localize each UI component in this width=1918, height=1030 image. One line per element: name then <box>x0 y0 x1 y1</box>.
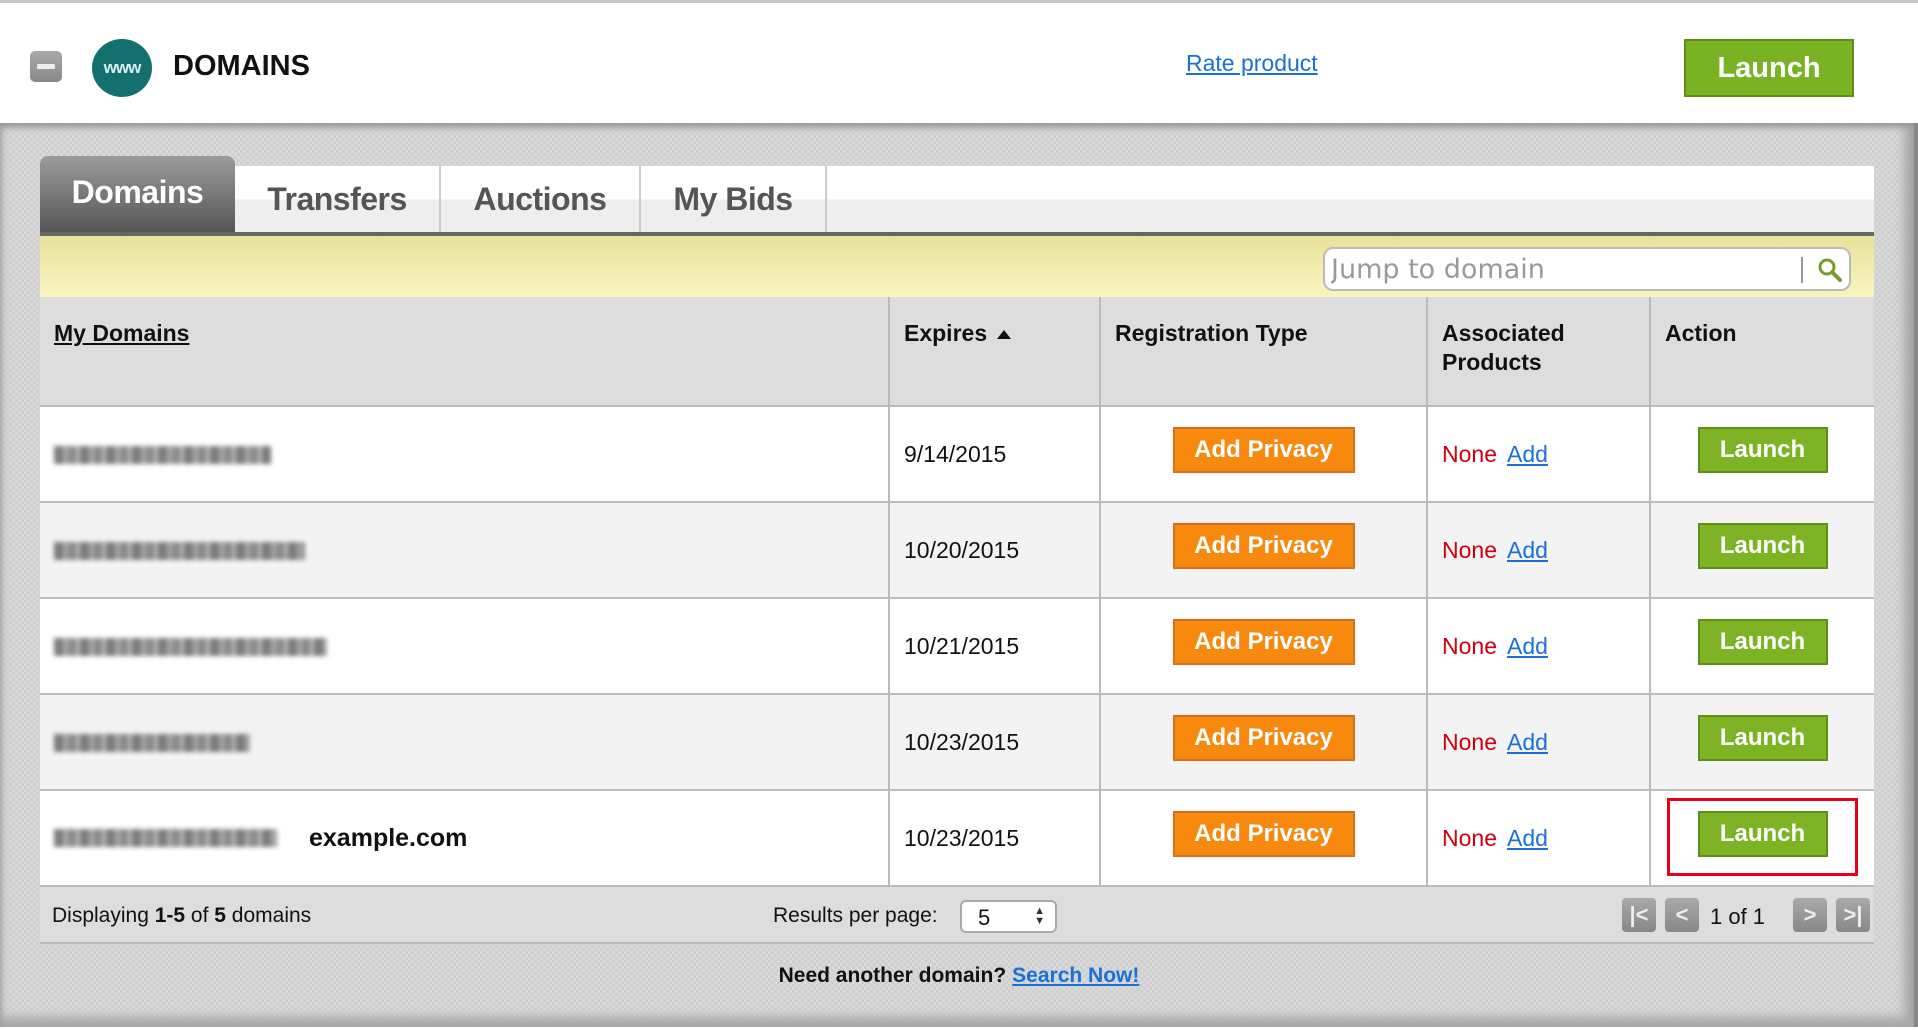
need-another-text: Need another domain? <box>778 964 1007 987</box>
tab-divider <box>40 232 1874 236</box>
expires-cell: 10/23/2015 <box>888 789 1101 887</box>
table-row: 10/21/2015 Add Privacy None Add Launch <box>40 597 1874 695</box>
associated-products-cell: None Add <box>1426 405 1651 503</box>
registration-type-cell: Add Privacy <box>1099 789 1428 887</box>
add-product-link[interactable]: Add <box>1506 728 1548 755</box>
add-privacy-button[interactable]: Add Privacy <box>1172 715 1355 761</box>
blurred-domain-name[interactable] <box>54 638 327 657</box>
add-product-link[interactable]: Add <box>1506 632 1548 659</box>
associated-products-cell: None Add <box>1426 597 1651 695</box>
action-cell: Launch <box>1649 789 1874 887</box>
add-privacy-button[interactable]: Add Privacy <box>1172 811 1355 857</box>
domain-cell[interactable] <box>40 501 890 599</box>
action-cell: Launch <box>1649 405 1874 503</box>
select-arrows-icon: ▲ ▼ <box>1034 905 1045 927</box>
domain-cell[interactable]: example.com <box>40 789 890 887</box>
blurred-domain-name[interactable] <box>54 829 277 848</box>
jump-to-domain-input[interactable] <box>1331 253 1771 285</box>
launch-button[interactable]: Launch <box>1697 811 1828 857</box>
expires-cell: 10/21/2015 <box>888 597 1101 695</box>
collapse-icon[interactable] <box>30 51 62 82</box>
highlight-box <box>1667 798 1858 876</box>
registration-type-cell: Add Privacy <box>1099 693 1428 791</box>
none-label: None <box>1442 536 1497 563</box>
add-privacy-button[interactable]: Add Privacy <box>1172 619 1355 665</box>
page-title: DOMAINS <box>173 50 310 82</box>
add-product-link[interactable]: Add <box>1506 440 1548 467</box>
need-another-domain: Need another domain? Search Now! <box>0 964 1918 988</box>
column-header-expires[interactable]: Expires <box>888 297 1101 407</box>
associated-products-cell: None Add <box>1426 501 1651 599</box>
rate-product-link[interactable]: Rate product <box>1186 50 1318 76</box>
search-now-link[interactable]: Search Now! <box>1012 964 1140 987</box>
search-divider <box>1801 257 1803 283</box>
app-header: www DOMAINS Rate product Launch <box>0 0 1918 123</box>
www-logo-icon: www <box>92 39 152 97</box>
blurred-domain-name[interactable] <box>54 734 250 753</box>
sort-my-domains-link[interactable]: My Domains <box>54 320 190 346</box>
tab-auctions[interactable]: Auctions <box>441 166 641 233</box>
table-row: 9/14/2015 Add Privacy None Add Launch <box>40 405 1874 503</box>
domain-cell[interactable] <box>40 693 890 791</box>
search-icon[interactable] <box>1815 255 1845 285</box>
last-page-icon[interactable]: >| <box>1836 898 1870 932</box>
domain-annotation: example.com <box>309 823 468 852</box>
next-page-icon[interactable]: > <box>1793 898 1827 932</box>
sort-ascending-icon <box>997 330 1012 339</box>
table-row: 10/20/2015 Add Privacy None Add Launch <box>40 501 1874 599</box>
column-header-registration-type: Registration Type <box>1099 297 1428 407</box>
none-label: None <box>1442 440 1497 467</box>
column-header-my-domains[interactable]: My Domains <box>40 297 890 407</box>
add-product-link[interactable]: Add <box>1506 536 1548 563</box>
none-label: None <box>1442 632 1497 659</box>
table-row: example.com 10/23/2015 Add Privacy None A… <box>40 789 1874 887</box>
tab-transfers[interactable]: Transfers <box>235 166 441 233</box>
blurred-domain-name[interactable] <box>54 542 305 561</box>
results-per-page-label: Results per page: <box>773 904 938 927</box>
domain-cell[interactable] <box>40 597 890 695</box>
launch-button[interactable]: Launch <box>1697 619 1828 665</box>
blurred-domain-name[interactable] <box>54 446 271 465</box>
table-footer: Displaying 1-5 of 5 domains Results per … <box>40 887 1874 944</box>
none-label: None <box>1442 824 1497 851</box>
registration-type-cell: Add Privacy <box>1099 501 1428 599</box>
results-per-page-select[interactable]: 5 ▲ ▼ <box>960 900 1057 933</box>
column-header-associated-products: Associated Products <box>1426 297 1651 407</box>
launch-button[interactable]: Launch <box>1697 715 1828 761</box>
launch-button[interactable]: Launch <box>1697 427 1828 473</box>
none-label: None <box>1442 728 1497 755</box>
action-cell: Launch <box>1649 501 1874 599</box>
domain-cell[interactable] <box>40 405 890 503</box>
expires-cell: 10/20/2015 <box>888 501 1101 599</box>
table-row: 10/23/2015 Add Privacy None Add Launch <box>40 693 1874 791</box>
page-indicator: 1 of 1 <box>1710 904 1766 929</box>
add-privacy-button[interactable]: Add Privacy <box>1172 523 1355 569</box>
action-cell: Launch <box>1649 693 1874 791</box>
expires-label: Expires <box>904 320 988 346</box>
column-header-action: Action <box>1649 297 1874 407</box>
jump-to-domain-field[interactable] <box>1323 247 1851 291</box>
expires-cell: 10/23/2015 <box>888 693 1101 791</box>
displaying-count: Displaying 1-5 of 5 domains <box>52 904 312 927</box>
associated-products-cell: None Add <box>1426 789 1651 887</box>
expires-cell: 9/14/2015 <box>888 405 1101 503</box>
launch-button-header[interactable]: Launch <box>1684 39 1854 97</box>
previous-page-icon[interactable]: < <box>1665 898 1699 932</box>
tab-domains[interactable]: Domains <box>40 156 235 233</box>
launch-button[interactable]: Launch <box>1697 523 1828 569</box>
add-privacy-button[interactable]: Add Privacy <box>1172 427 1355 473</box>
associated-products-cell: None Add <box>1426 693 1651 791</box>
add-product-link[interactable]: Add <box>1506 824 1548 851</box>
registration-type-cell: Add Privacy <box>1099 597 1428 695</box>
domains-table: My Domains Expires Registration Type Ass… <box>40 297 1874 887</box>
action-cell: Launch <box>1649 597 1874 695</box>
registration-type-cell: Add Privacy <box>1099 405 1428 503</box>
first-page-icon[interactable]: |< <box>1622 898 1656 932</box>
tab-my-bids[interactable]: My Bids <box>641 166 827 233</box>
tab-strip <box>40 166 1874 233</box>
